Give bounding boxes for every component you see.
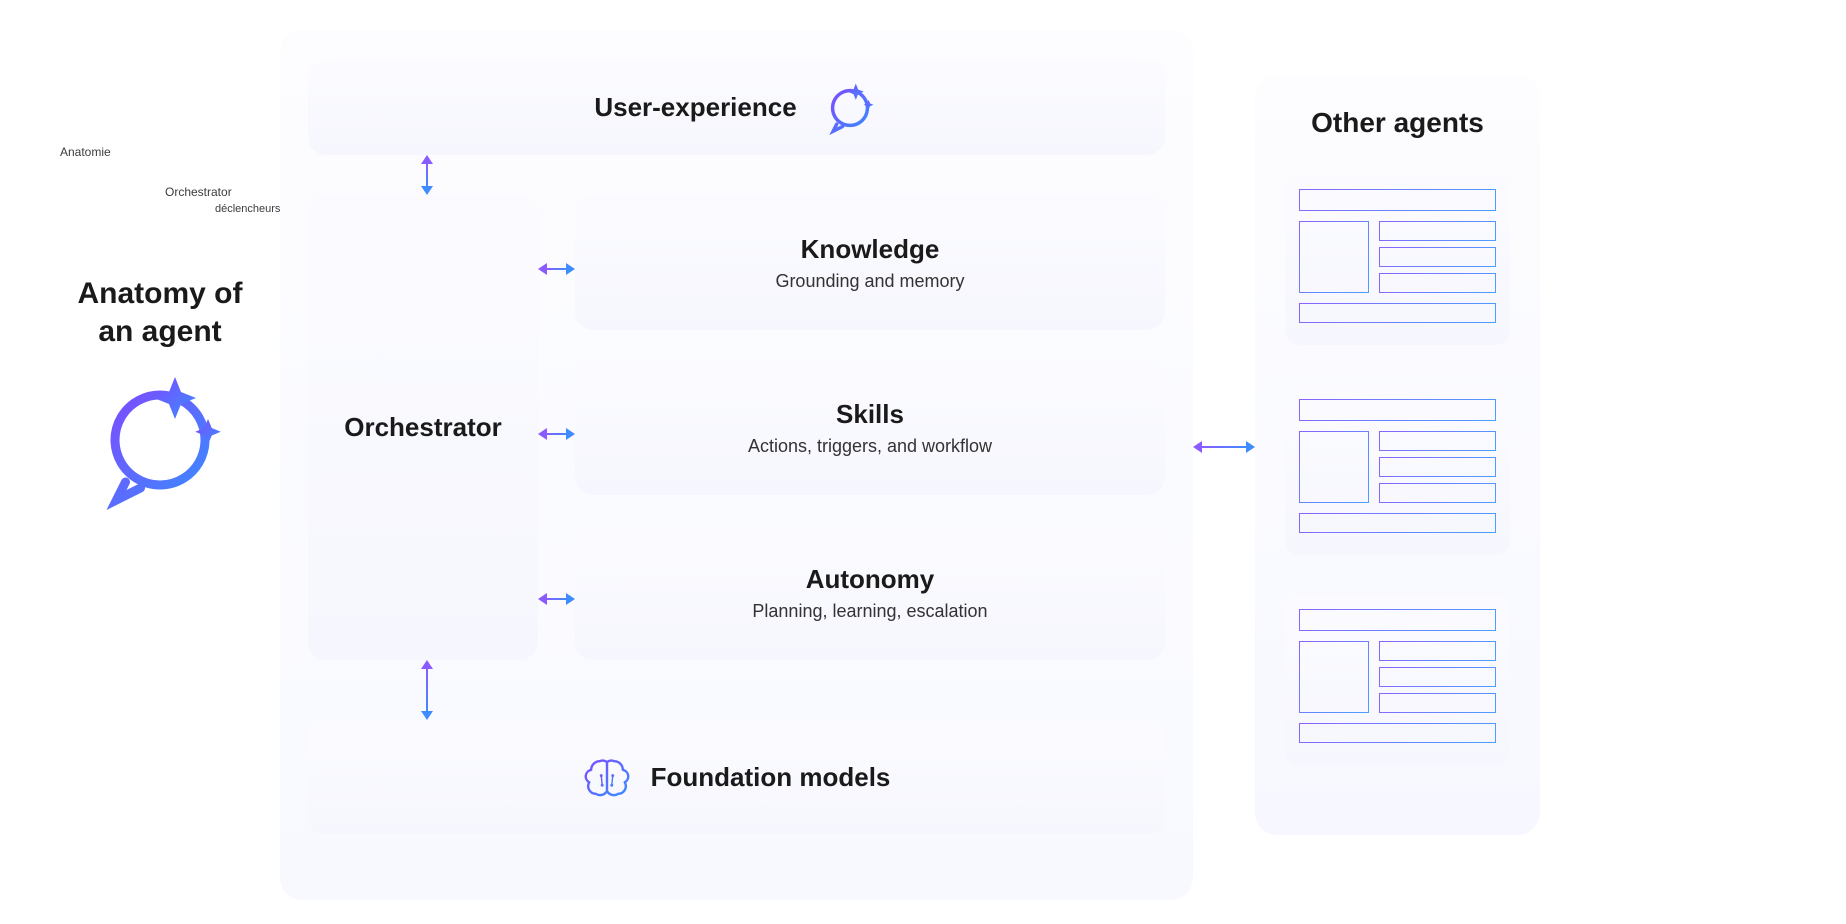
orch_know-connector: [538, 262, 575, 276]
wireframe-line: [1299, 609, 1496, 631]
overlay-label-orchestrator_fr: Orchestrator: [165, 185, 232, 199]
foundation-models-card: Foundation models: [308, 720, 1165, 835]
wireframe-line: [1299, 303, 1496, 323]
arrowhead-icon: [421, 660, 433, 669]
wireframe-line: [1299, 431, 1369, 503]
autonomy-subtitle: Planning, learning, escalation: [752, 601, 987, 622]
knowledge-subtitle: Grounding and memory: [775, 271, 964, 292]
wireframe-line: [1379, 641, 1496, 661]
orchestrator-title: Orchestrator: [344, 412, 502, 443]
arrowhead-icon: [1246, 441, 1255, 453]
connector-line: [547, 433, 566, 435]
arrowhead-icon: [421, 155, 433, 164]
arrowhead-icon: [566, 593, 575, 605]
wireframe-line: [1379, 247, 1496, 267]
connector-line: [1202, 446, 1246, 448]
skills-title: Skills: [836, 399, 904, 430]
chat-sparkle-icon: [821, 79, 879, 137]
main_other-connector: [1193, 440, 1255, 454]
wireframe-line: [1299, 221, 1369, 293]
wireframe-line: [1379, 457, 1496, 477]
orchestrator-card: Orchestrator: [308, 195, 538, 660]
wireframe-line: [1299, 399, 1496, 421]
title-line1: Anatomy of: [78, 277, 243, 310]
arrowhead-icon: [538, 428, 547, 440]
wireframe-line: [1379, 431, 1496, 451]
arrowhead-icon: [566, 428, 575, 440]
connector-line: [547, 598, 566, 600]
wireframe-line: [1299, 723, 1496, 743]
orch_found-connector: [420, 660, 434, 720]
wireframe-line: [1379, 221, 1496, 241]
skills-card: Skills Actions, triggers, and workflow: [575, 360, 1165, 495]
connector-line: [547, 268, 566, 270]
wireframe-line: [1379, 273, 1496, 293]
page-title: Anatomy of an agent: [55, 275, 265, 350]
arrowhead-icon: [566, 263, 575, 275]
arrowhead-icon: [538, 593, 547, 605]
wireframe-line: [1379, 483, 1496, 503]
arrowhead-icon: [538, 263, 547, 275]
connector-line: [426, 669, 428, 711]
knowledge-card: Knowledge Grounding and memory: [575, 195, 1165, 330]
connector-line: [426, 164, 428, 186]
arrowhead-icon: [421, 711, 433, 720]
arrowhead-icon: [421, 186, 433, 195]
skills-subtitle: Actions, triggers, and workflow: [748, 436, 992, 457]
overlay-label-anatomie: Anatomie: [60, 145, 111, 159]
title-line2: an agent: [98, 315, 221, 348]
orch_skill-connector: [538, 427, 575, 441]
wireframe-line: [1379, 693, 1496, 713]
orch_auto-connector: [538, 592, 575, 606]
autonomy-card: Autonomy Planning, learning, escalation: [575, 525, 1165, 660]
autonomy-title: Autonomy: [806, 564, 935, 595]
chat-sparkle-icon: [85, 365, 235, 515]
brain-icon: [583, 754, 631, 802]
arrowhead-icon: [1193, 441, 1202, 453]
wireframe-line: [1379, 667, 1496, 687]
foundation-models-title: Foundation models: [651, 762, 891, 793]
ux_orch-connector: [420, 155, 434, 195]
wireframe-line: [1299, 513, 1496, 533]
other-agents-title: Other agents: [1255, 107, 1540, 139]
user-experience-card: User-experience: [308, 60, 1165, 155]
knowledge-title: Knowledge: [801, 234, 940, 265]
wireframe-line: [1299, 641, 1369, 713]
wireframe-line: [1299, 189, 1496, 211]
user-experience-title: User-experience: [594, 92, 796, 123]
